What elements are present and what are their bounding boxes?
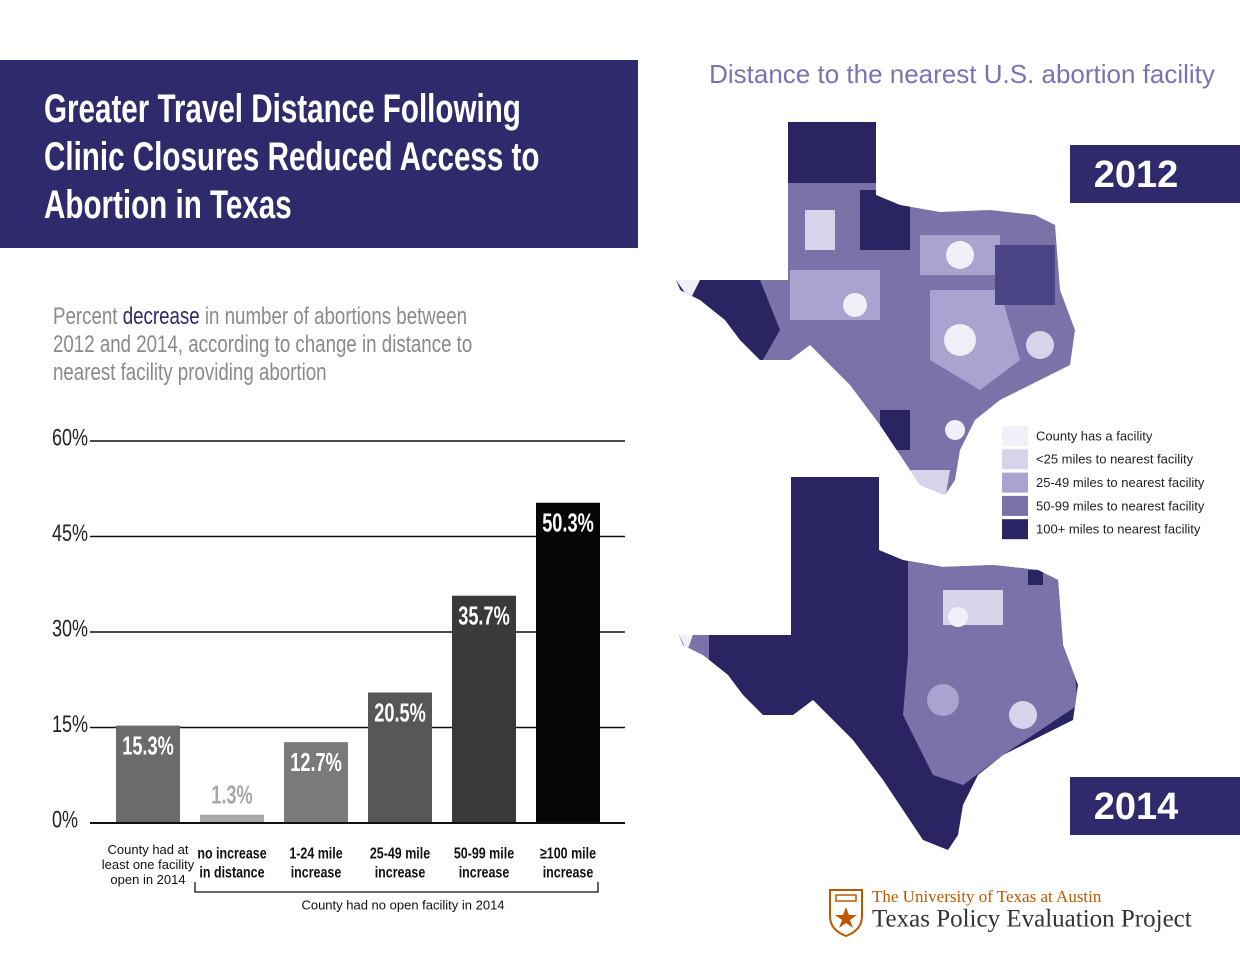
- group-annotation: County had no open facility in 2014: [301, 897, 504, 912]
- value-label: 50.3%: [542, 508, 594, 537]
- y-tick-label: 60%: [52, 425, 88, 451]
- map-year: 2012: [1094, 154, 1179, 196]
- bar: [368, 692, 432, 823]
- y-tick-label: 45%: [52, 520, 88, 546]
- legend-label: County has a facility: [1036, 428, 1153, 443]
- value-label: 1.3%: [211, 780, 253, 809]
- subtitle-part: nearest facility providing abortion: [53, 359, 327, 386]
- y-tick-label: 30%: [52, 616, 88, 642]
- subtitle-part: decrease: [123, 303, 200, 330]
- map-legend: County has a facility <25 miles to neares…: [1002, 426, 1205, 540]
- group-bracket: [194, 882, 599, 893]
- subtitle-part: 2012 and 2014, according to change in di…: [53, 331, 472, 358]
- year-box: [1070, 145, 1240, 203]
- value-label: 35.7%: [458, 601, 510, 630]
- header-band: [0, 60, 638, 248]
- map-2014: [679, 477, 1078, 850]
- legend-swatch: [1002, 426, 1028, 446]
- legend-swatch: [1002, 495, 1028, 516]
- logo: [829, 889, 863, 938]
- bar: [452, 595, 516, 823]
- y-tick-label: 0%: [52, 807, 78, 833]
- map-title: Distance to the nearest U.S. abortion fa…: [709, 59, 1215, 89]
- map-year: 2014: [1094, 786, 1179, 828]
- x-tick-label: 25-49 mile increase: [370, 845, 430, 882]
- x-tick-label: 50-99 mile increase: [454, 845, 514, 882]
- value-label: 15.3%: [122, 731, 174, 760]
- legend-swatch: [1002, 519, 1028, 540]
- header-title: Greater Travel Distance Following Clinic …: [44, 87, 539, 227]
- x-tick-label: 1-24 mile increase: [289, 845, 342, 882]
- legend-label: <25 miles to nearest facility: [1036, 452, 1194, 467]
- legend-label: 50-99 miles to nearest facility: [1036, 498, 1205, 513]
- subtitle-part: Percent: [53, 303, 123, 330]
- university-name: The University of Texas at Austin: [872, 887, 1102, 906]
- legend-swatch: [1002, 449, 1028, 470]
- chart-subtitle: Percent decrease in number of abortions …: [53, 303, 472, 386]
- legend-label: 100+ miles to nearest facility: [1036, 522, 1201, 537]
- project-name: Texas Policy Evaluation Project: [872, 906, 1192, 933]
- legend-swatch: [1002, 472, 1028, 493]
- subtitle-part: in number of abortions between: [200, 303, 467, 330]
- bar: [284, 742, 348, 823]
- bar: [116, 725, 180, 823]
- bar: [536, 502, 600, 823]
- x-tick-label: County had at least one facility open in 2…: [102, 842, 195, 887]
- x-tick-label: ≥100 mile increase: [540, 845, 596, 882]
- x-tick-label: no increase in distance: [197, 845, 266, 882]
- value-label: 12.7%: [290, 748, 342, 777]
- legend-label: 25-49 miles to nearest facility: [1036, 475, 1205, 490]
- bar: [200, 814, 264, 823]
- value-label: 20.5%: [374, 698, 426, 727]
- year-box: [1070, 777, 1240, 835]
- y-tick-label: 15%: [52, 711, 88, 737]
- map-2012: [676, 122, 1075, 495]
